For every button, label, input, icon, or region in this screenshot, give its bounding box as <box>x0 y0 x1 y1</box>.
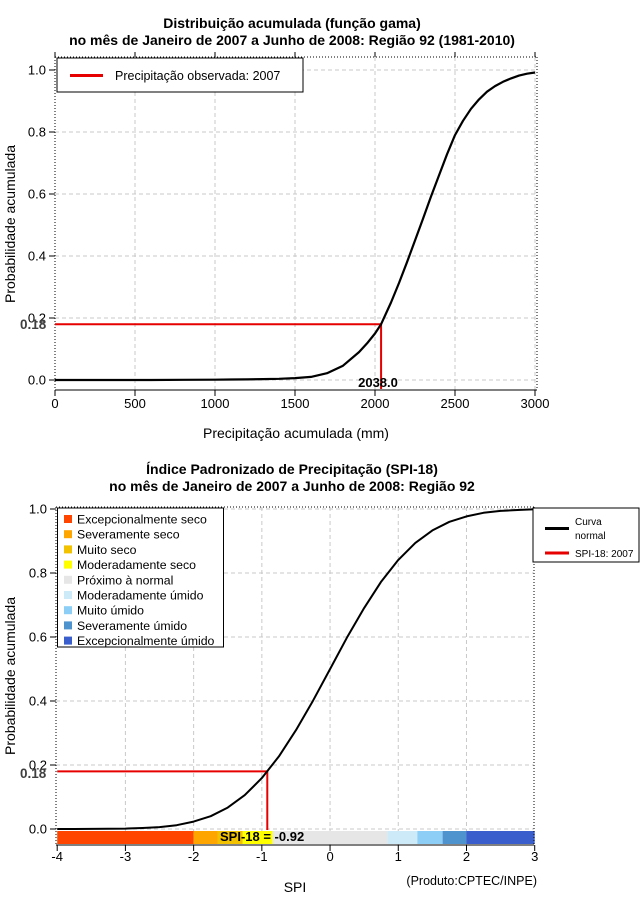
chart1-xaxis-label: Precipitação acumulada (mm) <box>203 425 389 441</box>
y-tick-label: 1.0 <box>28 63 46 78</box>
chart1-legend <box>56 57 304 93</box>
x-tick-label: 0 <box>326 849 333 864</box>
category-label: Severamente seco <box>77 528 180 542</box>
category-swatch <box>64 621 72 630</box>
chart1-subtitle: no mês de Janeiro de 2007 a Junho de 200… <box>69 32 515 48</box>
chart1-plot-area: 0 500 1000 1500 2000 2500 3000 0.0 0.2 0.4 0.6 0.8 1… <box>28 52 550 411</box>
spi-category-bar-segment <box>57 831 194 844</box>
y-tick-label: 0.8 <box>29 566 47 581</box>
cdf-curve <box>57 508 535 830</box>
legend-frame <box>57 507 224 648</box>
spi-category-bar-segment <box>387 831 418 844</box>
x-tick-label: 0 <box>51 396 58 411</box>
y-tick-label: 0.8 <box>28 125 46 140</box>
x-tick-label: 2500 <box>441 396 470 411</box>
x-tick-label: 1000 <box>201 396 230 411</box>
cdf-curve <box>55 71 536 382</box>
x-tick-label: -3 <box>120 849 132 864</box>
category-swatch <box>64 515 72 523</box>
chart2-annotation-probability: 0.18 <box>20 766 47 781</box>
product-credit: (Produto:CPTEC/INPE) <box>406 874 537 888</box>
chart1-legend-label: Precipitação observada: 2007 <box>115 69 280 83</box>
chart2-annotation-spi-value: SPI-18 = -0.92 <box>220 829 304 844</box>
y-tick-label: 0.4 <box>28 249 46 264</box>
spi-category-bar-segment <box>193 831 218 844</box>
chart1-annotation-probability: 0.18 <box>20 317 47 332</box>
spi-category-bar-segment <box>217 831 243 844</box>
x-tick-label: 2 <box>463 849 470 864</box>
category-label: Moderadamente seco <box>77 558 196 572</box>
x-tick-label: 3000 <box>521 396 550 411</box>
category-swatch <box>64 530 72 539</box>
chart2-yaxis-label: Probabilidade acumulada <box>2 597 18 755</box>
y-tick-label: 0.0 <box>28 373 46 388</box>
y-tick-label: 0.0 <box>29 822 47 837</box>
chart1-title: Distribuição acumulada (função gama) <box>163 15 421 31</box>
category-label: Muito seco <box>77 543 137 557</box>
spi-category-bar-segment <box>466 831 535 844</box>
category-label: Excepcionalmente seco <box>77 513 207 527</box>
spi-category-bar-segment <box>417 831 443 844</box>
x-tick-label: 1500 <box>281 396 310 411</box>
chart2-line-legend <box>532 507 640 563</box>
y-tick-label: 0.2 <box>29 758 47 773</box>
x-tick-label: 2000 <box>361 396 390 411</box>
x-tick-label: 3 <box>531 849 538 864</box>
category-swatch <box>64 591 72 599</box>
category-label: Excepcionalmente úmido <box>77 634 215 648</box>
chart2-legend-curve-line2: normal <box>575 531 606 542</box>
category-swatch <box>64 606 72 615</box>
category-swatch <box>64 575 72 584</box>
chart1-yaxis-label: Probabilidade acumulada <box>2 145 18 303</box>
chart2-xaxis-label: SPI <box>284 879 307 895</box>
x-tick-label: -1 <box>256 849 268 864</box>
chart2-legend-spi-label: SPI-18: 2007 <box>575 549 634 560</box>
x-tick-label: -4 <box>51 849 63 864</box>
category-label: Muito úmido <box>77 604 144 618</box>
category-swatch <box>64 560 72 569</box>
category-label: Severamente úmido <box>77 619 187 633</box>
y-tick-label: 0.2 <box>28 311 46 326</box>
category-label: Moderadamente úmido <box>77 589 204 603</box>
category-swatch <box>64 636 72 645</box>
x-tick-label: 1 <box>395 849 402 864</box>
spi-category-bar-segment <box>272 831 388 844</box>
spi-category-bar-segment <box>442 831 467 844</box>
chart2-subtitle: no mês de Janeiro de 2007 a Junho de 200… <box>109 478 475 494</box>
category-swatch <box>64 545 72 554</box>
chart2-legend-curve-line1: Curva <box>575 517 602 528</box>
chart1-annotation-precipitation: 2038.0 <box>358 375 398 390</box>
x-tick-label: 500 <box>124 396 146 411</box>
chart2-title: Índice Padronizado de Precipitação (SPI-… <box>146 461 438 477</box>
y-tick-label: 0.6 <box>28 187 46 202</box>
y-tick-label: 0.4 <box>29 694 47 709</box>
y-tick-label: 1.0 <box>29 502 47 517</box>
category-label: Próximo à normal <box>77 573 173 587</box>
x-tick-label: -2 <box>188 849 200 864</box>
spi-category-bar-segment <box>242 831 273 844</box>
y-tick-label: 0.6 <box>29 630 47 645</box>
